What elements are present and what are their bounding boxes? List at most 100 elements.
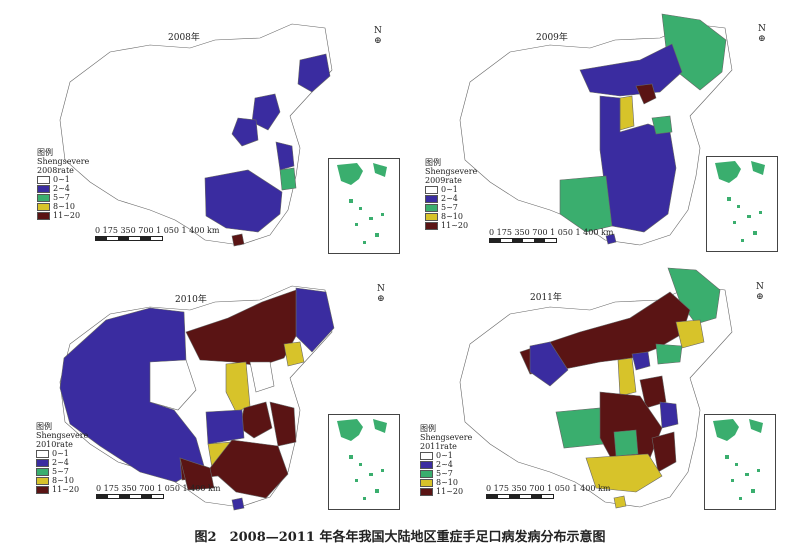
legend-class-label: 2~4 xyxy=(52,458,69,467)
map-legend: 图例 Shengsevere 2011rate 0~1 2~4 5~7 8~10… xyxy=(420,424,472,496)
legend-class-label: 5~7 xyxy=(436,469,453,478)
region-xinjiang-tibet xyxy=(59,307,205,483)
scale-unit: km xyxy=(207,484,221,493)
legend-class-label: 11~20 xyxy=(52,485,80,494)
inset-map xyxy=(337,163,387,244)
legend-swatch xyxy=(420,460,433,469)
scale-bar-graphic xyxy=(95,236,163,241)
legend-class-label: 2~4 xyxy=(441,194,458,203)
north-arrow-icon: N ⊕ xyxy=(377,284,385,304)
region-shandong xyxy=(651,115,673,135)
scale-numbers: 0 175 350 700 1 050 1 400 xyxy=(489,228,599,237)
legend-subtitle: Shengsevere xyxy=(37,157,90,166)
region-beijing-hebei xyxy=(251,93,281,131)
legend-title: 图例 xyxy=(36,422,52,431)
scale-unit: km xyxy=(600,228,614,237)
legend-class-label: 11~20 xyxy=(441,221,469,230)
legend-title: 图例 xyxy=(37,148,53,157)
region-liaoning xyxy=(655,343,683,365)
legend-rate-label: 2008rate xyxy=(37,166,74,175)
legend-class-label: 8~10 xyxy=(53,202,75,211)
region-henan xyxy=(231,117,259,147)
map-year-title: 2009年 xyxy=(536,33,568,43)
china-map xyxy=(59,23,333,247)
map-legend: 图例 Shengsevere 2009rate 0~1 2~4 5~7 8~10… xyxy=(425,158,477,230)
legend-class-label: 8~10 xyxy=(436,478,458,487)
inset-map xyxy=(713,419,763,500)
region-shandong xyxy=(639,375,667,409)
legend-swatch xyxy=(36,458,49,467)
region-beijing xyxy=(635,83,657,105)
map-legend: 图例 Shengsevere 2008rate 0~1 2~4 5~7 8~10… xyxy=(37,148,89,220)
scale-bar-graphic xyxy=(486,494,554,499)
legend-swatch xyxy=(36,476,49,485)
legend-class-label: 5~7 xyxy=(53,193,70,202)
region-hebei xyxy=(249,361,275,393)
region-south-yellow xyxy=(585,453,663,493)
region-qinghai xyxy=(149,359,197,411)
scale-bar: 0 175 350 700 1 050 1 400 km xyxy=(95,226,219,241)
legend-class-label: 11~20 xyxy=(53,211,81,220)
inset-map xyxy=(715,161,765,242)
china-outline xyxy=(59,23,333,246)
legend-class-label: 8~10 xyxy=(441,212,463,221)
south-china-sea-inset xyxy=(704,414,776,510)
legend-swatch xyxy=(36,467,49,476)
region-hainan xyxy=(231,233,245,247)
north-arrow-icon: N ⊕ xyxy=(756,282,764,302)
legend-class-label: 5~7 xyxy=(441,203,458,212)
legend-swatch xyxy=(37,211,50,220)
legend-swatch xyxy=(425,194,438,203)
south-china-sea-inset xyxy=(328,158,400,254)
legend-title: 图例 xyxy=(425,158,441,167)
region-shanxi xyxy=(617,357,637,397)
map-year-title: 2010年 xyxy=(175,295,207,305)
map-legend: 图例 Shengsevere 2010rate 0~1 2~4 5~7 8~10… xyxy=(36,422,88,494)
legend-swatch xyxy=(425,212,438,221)
region-guangxi xyxy=(179,457,215,491)
map-panel-2009: 2009年 N ⊕ 图例 Shengsevere 2009rate 0~1 2~4… xyxy=(400,0,800,262)
legend-swatch xyxy=(425,221,438,230)
region-jilin xyxy=(675,319,705,349)
legend-class-label: 5~7 xyxy=(52,467,69,476)
region-hainan xyxy=(231,497,245,511)
figure-caption: 图2 2008—2011 年各年我国大陆地区重症手足口病发病分布示意图 xyxy=(194,530,606,545)
inset-map xyxy=(337,419,387,500)
legend-rate-label: 2010rate xyxy=(36,440,73,449)
legend-title: 图例 xyxy=(420,424,436,433)
china-map xyxy=(59,285,335,511)
region-shanxi xyxy=(619,95,635,131)
legend-swatch xyxy=(36,485,49,494)
map-panel-2010: 2010年 N ⊕ 图例 Shengsevere 2010rate 0~1 2~4… xyxy=(0,262,400,524)
region-jiangsu xyxy=(269,401,297,447)
region-hunan xyxy=(613,429,639,457)
region-fujian xyxy=(651,431,677,473)
south-china-sea-inset xyxy=(328,414,400,510)
region-jiangsu xyxy=(275,141,295,171)
map-year-title: 2008年 xyxy=(168,33,200,43)
legend-rate-label: 2009rate xyxy=(425,176,462,185)
region-beijing xyxy=(631,351,651,371)
legend-swatch xyxy=(420,451,433,460)
region-hubei xyxy=(205,409,245,445)
scale-numbers: 0 175 350 700 1 050 1 400 xyxy=(95,226,205,235)
legend-swatch xyxy=(37,193,50,202)
region-shanxi xyxy=(225,361,251,413)
legend-swatch xyxy=(37,184,50,193)
south-china-sea-inset xyxy=(706,156,778,252)
region-heilongjiang xyxy=(297,53,331,93)
region-jiangsu xyxy=(659,401,679,429)
china-map xyxy=(459,267,733,509)
scale-bar: 0 175 350 700 1 050 1 400 km xyxy=(96,484,220,499)
scale-unit: km xyxy=(206,226,220,235)
legend-rate-label: 2011rate xyxy=(420,442,457,451)
legend-class-label: 2~4 xyxy=(436,460,453,469)
region-hainan xyxy=(605,233,617,245)
legend-class-label: 11~20 xyxy=(436,487,464,496)
legend-swatch xyxy=(420,487,433,496)
legend-class-label: 0~1 xyxy=(436,451,453,460)
scale-bar: 0 175 350 700 1 050 1 400 km xyxy=(486,484,610,499)
region-gansu xyxy=(529,341,569,387)
map-panel-2008: 2008年 N ⊕ 图例 Shengsevere 2008rate 0~1 2~4… xyxy=(0,0,400,262)
legend-swatch xyxy=(425,185,438,194)
